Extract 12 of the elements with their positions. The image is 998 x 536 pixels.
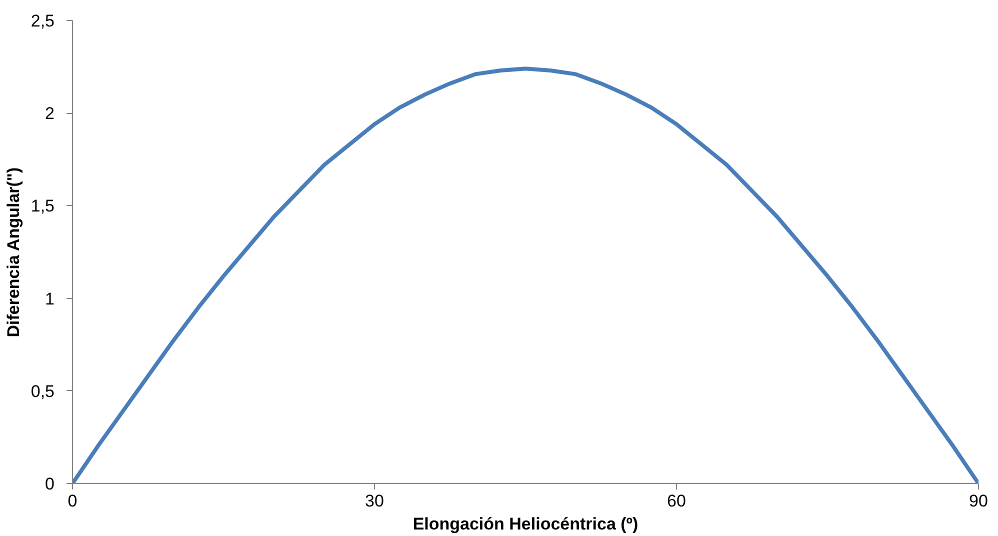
y-axis-title: Diferencia Angular(") xyxy=(4,167,23,338)
y-tick-label: 1 xyxy=(45,289,55,308)
x-tick-label: 90 xyxy=(969,492,988,510)
x-tick-label: 0 xyxy=(68,492,78,510)
x-tick-label: 60 xyxy=(667,492,686,510)
y-tick-label: 2,5 xyxy=(30,12,55,30)
y-tick-label: 2 xyxy=(45,104,55,124)
y-tick-label: 0 xyxy=(45,474,55,494)
y-tick-label: 1,5 xyxy=(30,196,55,216)
x-axis-title: Elongación Heliocéntrica (º) xyxy=(412,514,638,534)
y-tick-label: 0,5 xyxy=(30,382,55,401)
x-tick-label: 30 xyxy=(365,492,384,510)
